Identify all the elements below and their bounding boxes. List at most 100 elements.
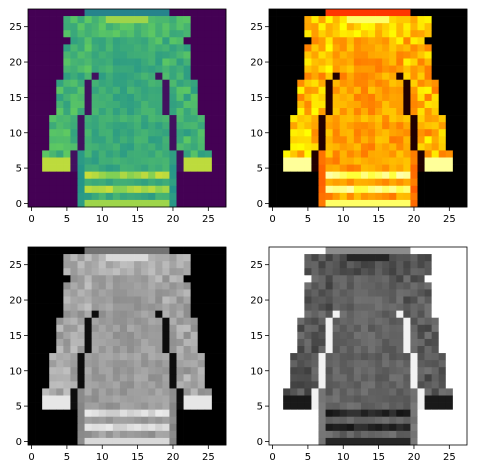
heatmap-cell — [42, 247, 49, 254]
heatmap-cell — [311, 438, 318, 445]
heatmap-cell — [106, 254, 113, 261]
heatmap-cell — [134, 129, 141, 136]
heatmap-cell — [304, 417, 311, 424]
heatmap-cell — [78, 193, 85, 200]
heatmap-cell — [290, 261, 297, 268]
heatmap-cell — [120, 275, 127, 282]
heatmap-cell — [49, 179, 56, 186]
heatmap-cell — [418, 150, 425, 157]
heatmap-cell — [460, 37, 467, 44]
heatmap-cell — [106, 165, 113, 172]
heatmap-cell — [78, 374, 85, 381]
heatmap-cell — [460, 73, 467, 80]
heatmap-cell — [28, 360, 35, 367]
heatmap-cell — [106, 108, 113, 115]
heatmap-cell — [191, 101, 198, 108]
heatmap-cell — [212, 346, 219, 353]
heatmap-cell — [304, 346, 311, 353]
heatmap-cell — [311, 73, 318, 80]
heatmap-cell — [177, 115, 184, 122]
heatmap-cell — [99, 424, 106, 431]
heatmap-cell — [361, 353, 368, 360]
heatmap-cell — [49, 304, 56, 311]
heatmap-cell — [453, 247, 460, 254]
heatmap-cell — [49, 136, 56, 143]
heatmap-cell — [28, 332, 35, 339]
heatmap-cell — [191, 143, 198, 150]
heatmap-cell — [28, 325, 35, 332]
heatmap-cell — [432, 353, 439, 360]
heatmap-cell — [184, 339, 191, 346]
heatmap-cell — [297, 311, 304, 318]
heatmap-cell — [169, 332, 176, 339]
heatmap-cell — [326, 158, 333, 165]
heatmap-cell — [354, 179, 361, 186]
heatmap-cell — [28, 80, 35, 87]
heatmap-cell — [92, 9, 99, 16]
heatmap-cell — [120, 431, 127, 438]
heatmap-cell — [439, 115, 446, 122]
heatmap-cell — [191, 44, 198, 51]
heatmap-cell — [340, 179, 347, 186]
heatmap-cell — [106, 417, 113, 424]
heatmap-cell — [184, 367, 191, 374]
heatmap-cell — [141, 87, 148, 94]
heatmap-cell — [418, 165, 425, 172]
heatmap-cell — [403, 396, 410, 403]
heatmap-cell — [368, 172, 375, 179]
heatmap-cell — [439, 431, 446, 438]
heatmap-cell — [56, 59, 63, 66]
heatmap-cell — [304, 30, 311, 37]
heatmap-cell — [49, 424, 56, 431]
heatmap-cell — [382, 403, 389, 410]
heatmap-cell — [410, 165, 417, 172]
heatmap-cell — [340, 23, 347, 30]
heatmap-cell — [297, 304, 304, 311]
heatmap-cell — [418, 424, 425, 431]
heatmap-cell — [333, 261, 340, 268]
heatmap-cell — [382, 424, 389, 431]
heatmap-cell — [269, 381, 276, 388]
heatmap-cell — [177, 438, 184, 445]
heatmap-cell — [134, 122, 141, 129]
heatmap-cell — [425, 136, 432, 143]
heatmap-cell — [120, 261, 127, 268]
heatmap-cell — [368, 108, 375, 115]
y-tick-label: 25 — [250, 22, 263, 33]
heatmap-cell — [85, 417, 92, 424]
heatmap-cell — [99, 353, 106, 360]
heatmap-cell — [191, 268, 198, 275]
heatmap-cell — [63, 30, 70, 37]
heatmap-cell — [403, 16, 410, 23]
heatmap-cell — [148, 9, 155, 16]
y-tick-label: 20 — [9, 296, 22, 307]
heatmap-cell — [63, 150, 70, 157]
heatmap-cell — [439, 80, 446, 87]
heatmap-cell — [269, 172, 276, 179]
heatmap-cell — [155, 332, 162, 339]
heatmap-cell — [42, 403, 49, 410]
heatmap-cell — [326, 297, 333, 304]
heatmap-cell — [113, 44, 120, 51]
heatmap-cell — [120, 268, 127, 275]
heatmap-cell — [113, 431, 120, 438]
heatmap-cell — [205, 403, 212, 410]
heatmap-cell — [425, 37, 432, 44]
heatmap-cell — [403, 73, 410, 80]
heatmap-cell — [333, 268, 340, 275]
heatmap-cell — [212, 200, 219, 207]
heatmap-cell — [453, 193, 460, 200]
heatmap-cell — [453, 66, 460, 73]
heatmap-cell — [340, 51, 347, 58]
heatmap-cell — [403, 268, 410, 275]
heatmap-cell — [403, 179, 410, 186]
heatmap-cell — [56, 275, 63, 282]
x-tick-label: 0 — [28, 452, 34, 463]
heatmap-cell — [28, 59, 35, 66]
heatmap-cell — [283, 115, 290, 122]
heatmap-cell — [162, 346, 169, 353]
heatmap-cell — [169, 388, 176, 395]
heatmap-cell — [368, 37, 375, 44]
heatmap-cell — [290, 431, 297, 438]
heatmap-cell — [418, 254, 425, 261]
